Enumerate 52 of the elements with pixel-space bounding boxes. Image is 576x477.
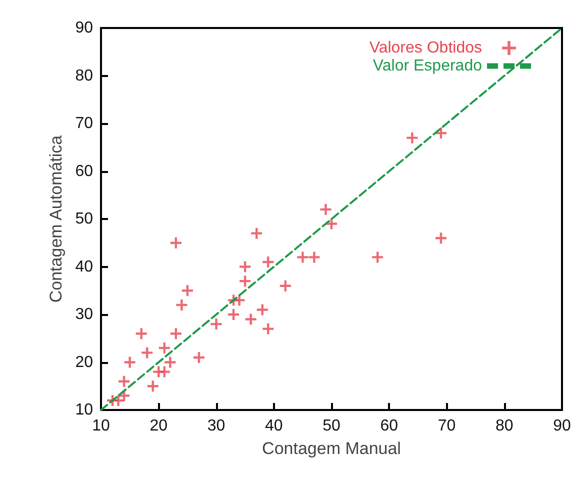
point — [228, 309, 240, 320]
point — [164, 356, 176, 368]
y-tick-label: 40 — [75, 258, 94, 276]
y-tick-label: 30 — [75, 306, 94, 323]
x-tick-label: 70 — [438, 418, 456, 434]
y-axis-title: Contagem Automática — [46, 134, 66, 303]
point — [147, 380, 158, 392]
y-tick-label: 60 — [75, 162, 94, 180]
point — [240, 261, 251, 272]
point — [280, 280, 291, 292]
point — [372, 252, 384, 263]
point — [176, 299, 188, 310]
x-tick-label: 50 — [322, 418, 340, 434]
point — [251, 228, 262, 239]
point — [256, 304, 268, 316]
point — [406, 132, 418, 144]
point — [245, 314, 256, 325]
point — [262, 256, 274, 268]
x-tick-label: 90 — [553, 418, 571, 434]
point — [262, 323, 274, 334]
point — [170, 328, 182, 340]
x-tick-label: 10 — [92, 418, 110, 434]
point — [210, 318, 222, 330]
point — [435, 232, 446, 244]
point — [240, 276, 251, 287]
legend-label: Valores Obtidos — [369, 40, 482, 56]
x-tick-label: 60 — [380, 418, 398, 434]
x-axis-title: Contagem Manual — [262, 439, 401, 458]
point — [297, 252, 308, 263]
legend-label: Valor Esperado — [372, 58, 482, 74]
point — [136, 328, 147, 340]
point — [142, 347, 153, 358]
y-tick-label: 80 — [75, 67, 94, 84]
point — [118, 376, 130, 387]
y-tick-label: 50 — [75, 210, 94, 228]
y-tick-label: 70 — [75, 115, 94, 132]
x-tick-label: 40 — [264, 418, 283, 434]
point — [158, 342, 170, 354]
point — [158, 366, 170, 378]
x-tick-label: 80 — [495, 418, 514, 434]
x-tick-label: 30 — [207, 418, 226, 434]
y-tick-label: 20 — [75, 354, 94, 371]
y-tick-label: 90 — [75, 20, 94, 36]
point — [182, 285, 193, 296]
point — [320, 204, 332, 215]
point — [326, 218, 337, 230]
point — [193, 352, 204, 363]
y-tick-label: 10 — [75, 402, 94, 418]
x-tick-label: 20 — [150, 418, 168, 434]
point — [308, 252, 320, 263]
point — [170, 237, 182, 248]
point — [124, 356, 136, 368]
